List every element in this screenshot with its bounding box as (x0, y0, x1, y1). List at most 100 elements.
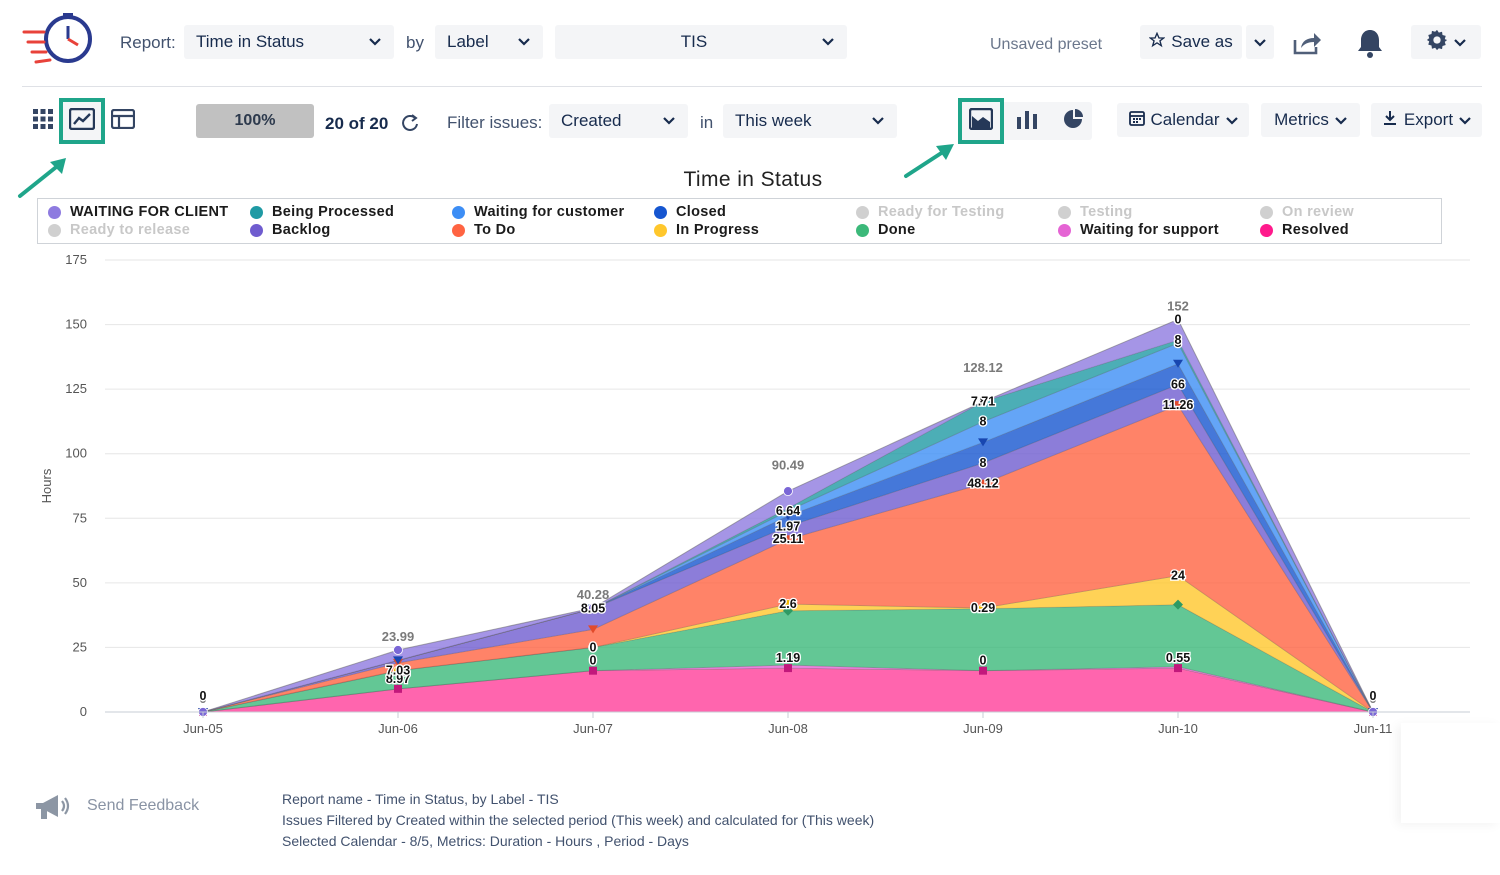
legend-item[interactable]: Testing (1058, 204, 1133, 220)
stopwatch-logo-icon[interactable] (22, 12, 98, 72)
legend-item[interactable]: In Progress (654, 222, 759, 238)
data-label: 0 (1370, 689, 1377, 703)
data-label: 8 (980, 456, 987, 470)
download-icon (1382, 110, 1398, 131)
legend-item[interactable]: To Do (452, 222, 516, 238)
chevron-down-icon (821, 35, 835, 49)
data-label: 0.29 (971, 601, 995, 615)
refresh-icon[interactable] (400, 113, 420, 138)
pie-chart-type-button[interactable] (1054, 102, 1092, 140)
chart-view-button[interactable] (59, 98, 105, 144)
data-label: 7.03 (386, 664, 410, 678)
series-marker (393, 656, 403, 665)
legend-marker (1058, 205, 1071, 219)
legend-item[interactable]: Resolved (1260, 222, 1349, 238)
report-description-line1: Report name - Time in Status, by Label -… (282, 791, 559, 807)
legend-label: Ready to release (70, 222, 191, 238)
series-marker (783, 599, 793, 609)
legend-item[interactable]: Closed (654, 204, 726, 220)
group-by-value: Label (447, 32, 489, 51)
legend-label: Backlog (272, 222, 331, 238)
series-marker (1173, 599, 1183, 610)
legend-label: Done (878, 222, 916, 238)
legend-marker (452, 205, 465, 219)
progress-indicator: 100% (196, 104, 314, 138)
save-options-button[interactable] (1246, 25, 1274, 59)
report-label: Report: (120, 33, 176, 52)
bar-chart-type-button[interactable] (1008, 102, 1046, 140)
data-label: 0 (200, 689, 207, 703)
area-chart-type-button[interactable] (958, 98, 1004, 144)
y-axis-label: Hours (39, 468, 54, 503)
save-as-button[interactable]: Save as (1140, 25, 1242, 59)
report-type-select[interactable]: Time in Status (184, 25, 394, 59)
legend-label: Resolved (1282, 222, 1349, 238)
data-label: 8.97 (386, 672, 410, 686)
header-divider (22, 86, 1482, 87)
legend-item[interactable]: Being Processed (250, 204, 394, 220)
data-label: 1.97 (776, 519, 800, 533)
chevron-down-icon (1454, 32, 1466, 52)
total-label: 90.49 (772, 457, 805, 472)
series-marker (1173, 401, 1183, 410)
series-marker (394, 684, 402, 693)
series-marker (978, 438, 988, 447)
legend-item[interactable]: Ready for Testing (856, 204, 1005, 220)
legend-item[interactable]: WAITING FOR CLIENT (48, 204, 228, 220)
filter-field-select[interactable]: Created (549, 104, 688, 138)
data-label: 6.64 (776, 504, 800, 518)
area-chart-icon (68, 107, 96, 135)
data-label: 0 (590, 654, 597, 668)
x-tick-label: Jun-10 (1158, 721, 1198, 736)
send-feedback-link[interactable]: Send Feedback (87, 797, 200, 814)
data-label: 25.11 (773, 532, 804, 546)
y-tick-label: 150 (65, 317, 87, 332)
y-tick-label: 175 (65, 252, 87, 267)
label-select[interactable]: TIS (555, 25, 847, 59)
group-by-select[interactable]: Label (435, 25, 543, 59)
chevron-down-icon (1335, 110, 1347, 130)
metrics-dropdown[interactable]: Metrics (1261, 103, 1360, 137)
y-tick-label: 0 (80, 704, 87, 719)
legend-item[interactable]: Ready to release (48, 222, 190, 238)
series-marker (588, 625, 598, 634)
megaphone-icon[interactable] (34, 792, 74, 827)
bell-icon[interactable] (1356, 28, 1384, 63)
legend-label: Ready for Testing (878, 204, 1005, 220)
by-label: by (406, 33, 424, 52)
series-marker (589, 666, 597, 675)
legend-item[interactable]: Waiting for customer (452, 204, 624, 220)
preset-status: Unsaved preset (990, 36, 1103, 53)
legend-label: Being Processed (272, 204, 395, 220)
period-value: This week (735, 111, 812, 130)
table-view-button[interactable] (104, 102, 142, 140)
data-label: 0 (590, 640, 597, 654)
export-dropdown[interactable]: Export (1371, 103, 1482, 137)
export-label: Export (1403, 110, 1454, 129)
period-select[interactable]: This week (723, 104, 897, 138)
legend-item[interactable]: Waiting for support (1058, 222, 1219, 238)
legend-marker (654, 223, 667, 237)
x-tick-label: Jun-07 (573, 721, 613, 736)
chevron-down-icon (1254, 32, 1266, 52)
grid-view-button[interactable] (24, 102, 62, 140)
data-label: 11.26 (1163, 398, 1194, 412)
data-label: 66 (1171, 377, 1185, 391)
legend-marker (1260, 223, 1273, 237)
calendar-dropdown[interactable]: Calendar (1117, 103, 1249, 137)
x-tick-label: Jun-06 (378, 721, 418, 736)
legend-item[interactable]: Backlog (250, 222, 331, 238)
floating-panel (1401, 723, 1500, 823)
data-label: 8 (1175, 336, 1182, 350)
settings-button[interactable] (1411, 25, 1481, 59)
series-marker (783, 511, 793, 520)
data-label: 0 (980, 654, 987, 668)
data-label: 2.6 (779, 597, 796, 611)
legend-label: Closed (676, 204, 727, 220)
total-label: 152 (1167, 298, 1189, 313)
legend-item[interactable]: Done (856, 222, 915, 238)
legend-item[interactable]: On review (1260, 204, 1354, 220)
pie-chart-icon (1063, 108, 1083, 134)
share-icon[interactable] (1292, 30, 1322, 61)
legend-label: To Do (474, 222, 516, 238)
